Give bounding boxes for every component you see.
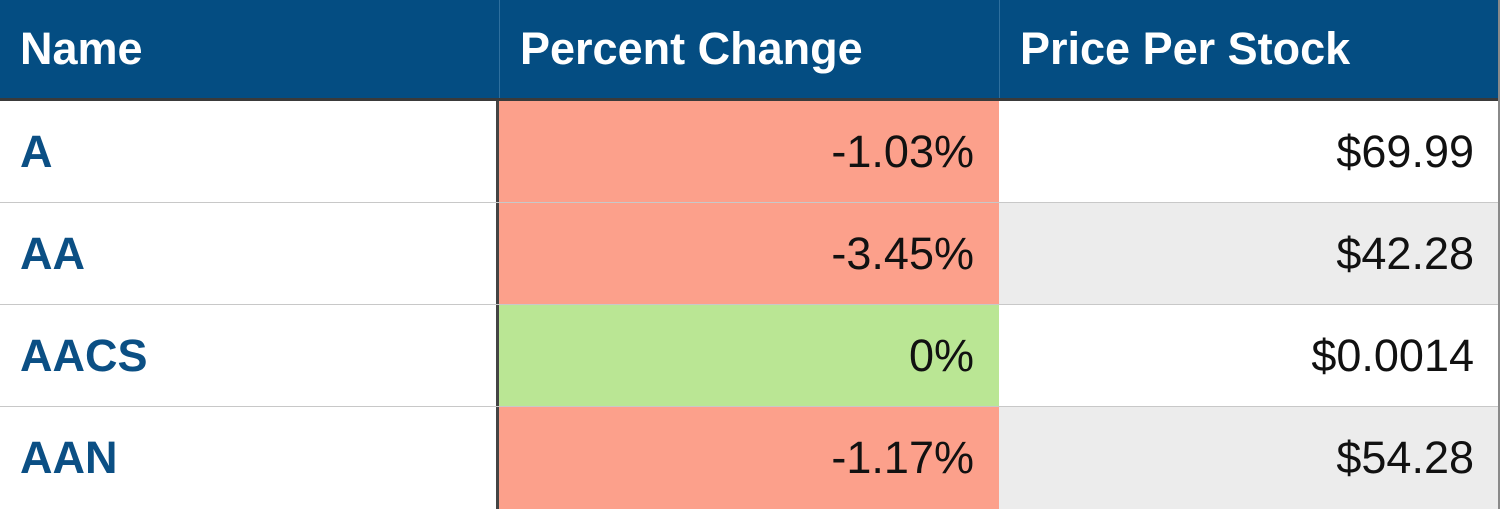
stock-name-cell: A — [0, 101, 499, 202]
stock-name-cell: AACS — [0, 305, 499, 406]
table-header: Name Percent Change Price Per Stock — [0, 0, 1498, 101]
price-cell: $0.0014 — [999, 305, 1498, 406]
column-header-price[interactable]: Price Per Stock — [999, 0, 1498, 98]
percent-change-cell: 0% — [499, 305, 999, 406]
table-row[interactable]: AA -3.45% $42.28 — [0, 203, 1498, 305]
table-row[interactable]: AAN -1.17% $54.28 — [0, 407, 1498, 509]
percent-change-cell: -1.17% — [499, 407, 999, 509]
stock-name-cell: AAN — [0, 407, 499, 509]
table-row[interactable]: A -1.03% $69.99 — [0, 101, 1498, 203]
column-header-name[interactable]: Name — [20, 23, 143, 74]
table-row[interactable]: AACS 0% $0.0014 — [0, 305, 1498, 407]
price-cell: $54.28 — [999, 407, 1498, 509]
percent-change-cell: -1.03% — [499, 101, 999, 202]
stock-name-cell: AA — [0, 203, 499, 304]
price-cell: $69.99 — [999, 101, 1498, 202]
price-cell: $42.28 — [999, 203, 1498, 304]
column-header-percent-change[interactable]: Percent Change — [499, 0, 999, 98]
percent-change-cell: -3.45% — [499, 203, 999, 304]
